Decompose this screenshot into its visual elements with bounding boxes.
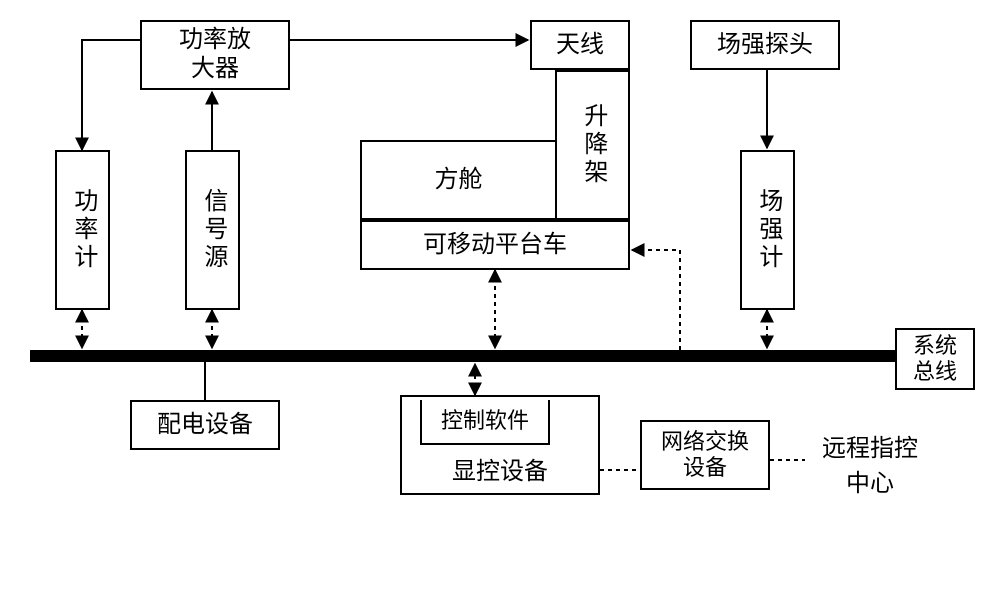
lift-label: 升降架 <box>578 103 607 187</box>
power-meter-label: 功率计 <box>68 188 97 272</box>
diagram-canvas: 功率放 大器 天线 场强探头 升降架 方舱 可移动平台车 功率计 信号源 场强计… <box>0 0 1000 608</box>
cabin-box: 方舱 <box>360 140 555 220</box>
signal-src-label: 信号源 <box>198 188 227 272</box>
dist-equip-box: 配电设备 <box>130 400 280 450</box>
field-meter-label: 场强计 <box>753 188 782 272</box>
antenna-box: 天线 <box>530 20 630 70</box>
lift-box: 升降架 <box>555 70 630 220</box>
bus-label-box: 系统 总线 <box>895 328 975 390</box>
system-bus <box>30 350 895 362</box>
disp-equip-label: 显控设备 <box>452 458 548 487</box>
signal-src-box: 信号源 <box>185 150 240 310</box>
ctrl-sw-box: 控制软件 <box>420 400 550 445</box>
net-switch-box: 网络交换 设备 <box>640 420 770 490</box>
field-meter-box: 场强计 <box>740 150 795 310</box>
power-amp-box: 功率放 大器 <box>140 20 290 90</box>
field-probe-box: 场强探头 <box>690 20 840 70</box>
remote-center-label: 远程指控 中心 <box>800 428 940 498</box>
connections-overlay <box>0 0 1000 608</box>
power-meter-box: 功率计 <box>55 150 110 310</box>
platform-box: 可移动平台车 <box>360 220 630 270</box>
